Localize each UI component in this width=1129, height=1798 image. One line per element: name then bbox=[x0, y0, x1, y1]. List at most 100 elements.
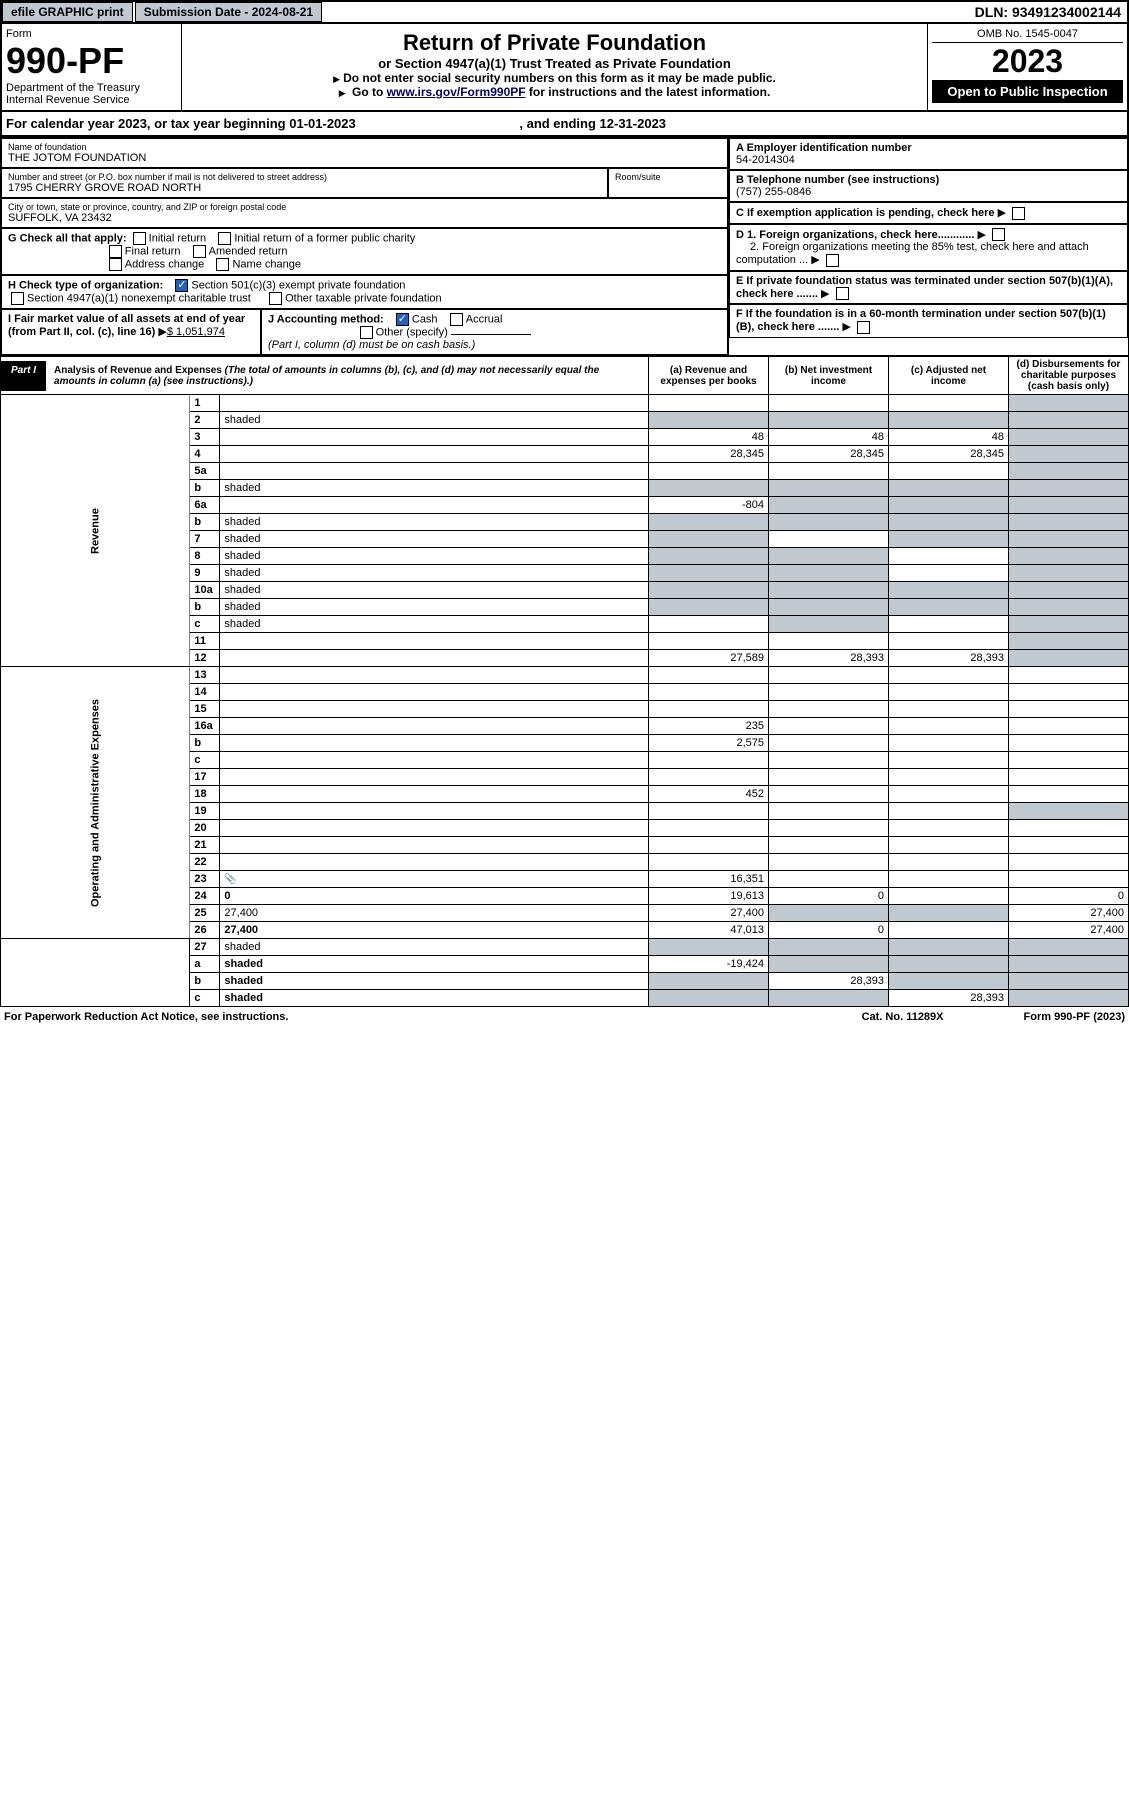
other-taxable-checkbox[interactable] bbox=[269, 292, 282, 305]
cell-value bbox=[649, 854, 769, 871]
cell-shaded bbox=[1009, 480, 1129, 497]
cell-shaded bbox=[649, 599, 769, 616]
c-cell: C If exemption application is pending, c… bbox=[729, 202, 1128, 224]
cell-shaded bbox=[769, 599, 889, 616]
dept-treasury: Department of the Treasury bbox=[6, 82, 177, 94]
table-row: Revenue1 bbox=[1, 395, 1129, 412]
irs-link[interactable]: www.irs.gov/Form990PF bbox=[387, 85, 526, 99]
line-description: shaded bbox=[220, 599, 649, 616]
line-description bbox=[220, 429, 649, 446]
name-cell: Name of foundation THE JOTOM FOUNDATION bbox=[1, 138, 728, 168]
col-b-header: (b) Net investment income bbox=[769, 357, 889, 395]
initial-return-checkbox[interactable] bbox=[133, 232, 146, 245]
cash-checkbox[interactable] bbox=[396, 313, 409, 326]
part1-tag: Part I bbox=[1, 361, 46, 391]
amended-return-checkbox[interactable] bbox=[193, 245, 206, 258]
cell-value bbox=[889, 803, 1009, 820]
attachment-icon[interactable] bbox=[224, 873, 236, 885]
part1-title: Analysis of Revenue and Expenses (The to… bbox=[46, 361, 648, 391]
cell-value bbox=[889, 548, 1009, 565]
cell-shaded bbox=[889, 531, 1009, 548]
efile-print-button[interactable]: efile GRAPHIC print bbox=[2, 2, 133, 22]
line-number: 14 bbox=[190, 684, 220, 701]
entity-left: Name of foundation THE JOTOM FOUNDATION … bbox=[1, 138, 728, 355]
line-description: shaded bbox=[220, 412, 649, 429]
cell-shaded bbox=[1009, 582, 1129, 599]
line-description bbox=[220, 718, 649, 735]
name-change-checkbox[interactable] bbox=[216, 258, 229, 271]
cell-value: 27,400 bbox=[1009, 905, 1129, 922]
cell-value bbox=[769, 735, 889, 752]
side-empty bbox=[1, 939, 190, 1007]
60month-checkbox[interactable] bbox=[857, 321, 870, 334]
cell-value bbox=[889, 769, 1009, 786]
accrual-checkbox[interactable] bbox=[450, 313, 463, 326]
cell-value bbox=[1009, 667, 1129, 684]
final-return-checkbox[interactable] bbox=[109, 245, 122, 258]
cell-value bbox=[1009, 803, 1129, 820]
cell-value bbox=[889, 718, 1009, 735]
cell-value bbox=[649, 701, 769, 718]
line-description: shaded bbox=[220, 939, 649, 956]
cell-shaded bbox=[1009, 973, 1129, 990]
page-footer: For Paperwork Reduction Act Notice, see … bbox=[0, 1007, 1129, 1027]
other-method-checkbox[interactable] bbox=[360, 326, 373, 339]
cell-shaded bbox=[649, 565, 769, 582]
foreign-org-checkbox[interactable] bbox=[992, 228, 1005, 241]
cell-value bbox=[769, 531, 889, 548]
line-number: b bbox=[190, 514, 220, 531]
cell-shaded bbox=[1009, 599, 1129, 616]
cell-shaded bbox=[889, 599, 1009, 616]
cell-value bbox=[649, 837, 769, 854]
cell-shaded bbox=[769, 514, 889, 531]
col-a-header: (a) Revenue and expenses per books bbox=[649, 357, 769, 395]
part1-table: Part I Analysis of Revenue and Expenses … bbox=[0, 356, 1129, 1007]
line-number: 19 bbox=[190, 803, 220, 820]
phone-cell: B Telephone number (see instructions) (7… bbox=[729, 170, 1128, 202]
cell-shaded bbox=[889, 582, 1009, 599]
cell-value bbox=[889, 565, 1009, 582]
entity-info-grid: Name of foundation THE JOTOM FOUNDATION … bbox=[0, 137, 1129, 356]
line-description: shaded bbox=[220, 616, 649, 633]
cell-value bbox=[769, 463, 889, 480]
cell-shaded bbox=[889, 497, 1009, 514]
city-cell: City or town, state or province, country… bbox=[1, 198, 728, 228]
cell-value bbox=[769, 633, 889, 650]
cell-value bbox=[769, 769, 889, 786]
city-state-zip: SUFFOLK, VA 23432 bbox=[8, 212, 721, 224]
cell-value bbox=[889, 786, 1009, 803]
501c3-checkbox[interactable] bbox=[175, 279, 188, 292]
cell-value bbox=[769, 837, 889, 854]
cell-value bbox=[769, 701, 889, 718]
submission-date-button[interactable]: Submission Date - 2024-08-21 bbox=[135, 2, 322, 22]
cell-shaded bbox=[649, 412, 769, 429]
cell-value: 28,393 bbox=[769, 973, 889, 990]
cell-value bbox=[649, 803, 769, 820]
cell-value: 47,013 bbox=[649, 922, 769, 939]
cell-value bbox=[649, 820, 769, 837]
f-cell: F If the foundation is in a 60-month ter… bbox=[729, 304, 1128, 338]
form-word: Form bbox=[6, 28, 177, 40]
initial-former-checkbox[interactable] bbox=[218, 232, 231, 245]
status-terminated-checkbox[interactable] bbox=[836, 287, 849, 300]
exemption-pending-checkbox[interactable] bbox=[1012, 207, 1025, 220]
cell-value bbox=[889, 854, 1009, 871]
line-description bbox=[220, 854, 649, 871]
4947-checkbox[interactable] bbox=[11, 292, 24, 305]
line-number: 27 bbox=[190, 939, 220, 956]
cell-shaded bbox=[649, 514, 769, 531]
line-number: b bbox=[190, 480, 220, 497]
cell-shaded bbox=[769, 480, 889, 497]
cell-value bbox=[889, 871, 1009, 888]
line-description bbox=[220, 446, 649, 463]
cell-shaded bbox=[889, 905, 1009, 922]
cell-value bbox=[889, 701, 1009, 718]
foreign-85-checkbox[interactable] bbox=[826, 254, 839, 267]
h-check-cell: H Check type of organization: Section 50… bbox=[1, 275, 728, 309]
line-description bbox=[220, 803, 649, 820]
cell-value bbox=[889, 633, 1009, 650]
line-number: b bbox=[190, 599, 220, 616]
address-change-checkbox[interactable] bbox=[109, 258, 122, 271]
line-number: 3 bbox=[190, 429, 220, 446]
cell-value bbox=[889, 820, 1009, 837]
